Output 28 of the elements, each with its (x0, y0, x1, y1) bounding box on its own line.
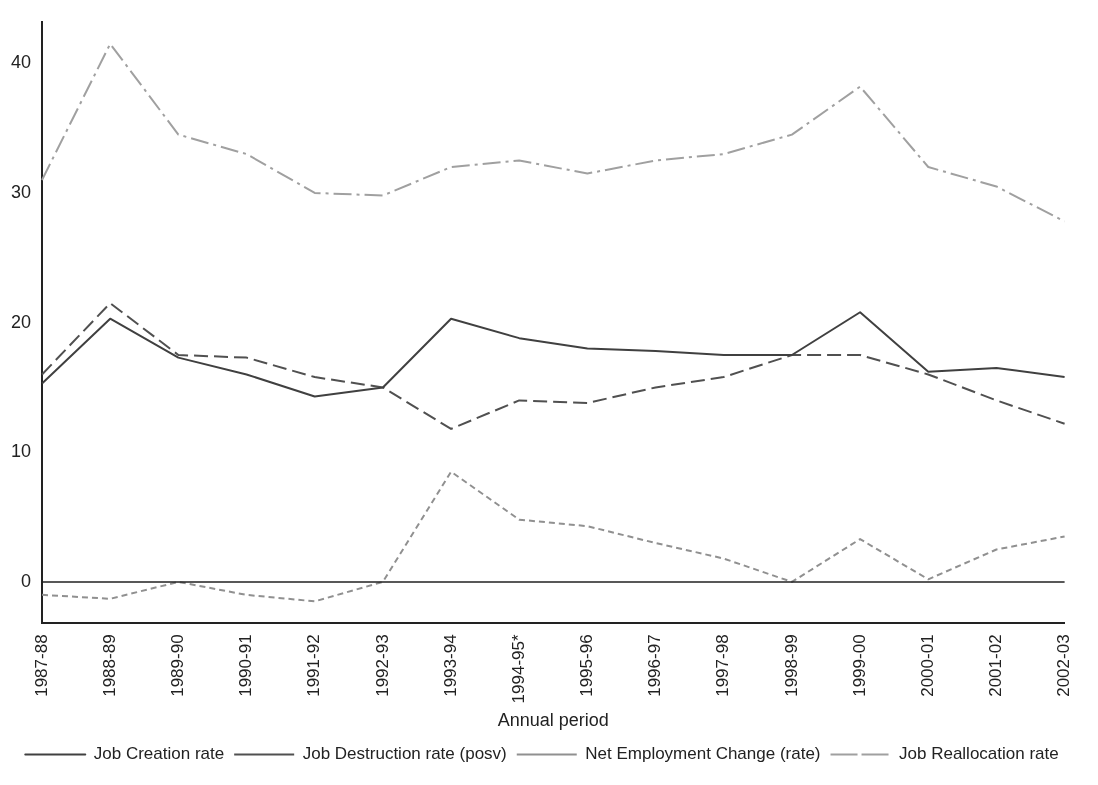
x-tick-label: 1999-00 (849, 634, 869, 697)
x-tick-label: 1989-90 (168, 634, 188, 697)
x-tick-label: 1987-88 (31, 634, 51, 697)
x-axis-title: Annual period (497, 710, 609, 731)
x-tick-label: 2000-01 (917, 634, 937, 697)
legend-label: Job Reallocation rate (899, 744, 1059, 764)
x-tick-label: 1995-96 (577, 634, 597, 697)
y-tick-label: 30 (10, 181, 32, 202)
x-tick-label: 2002-03 (1054, 634, 1074, 697)
x-tick-label: 2001-02 (986, 634, 1006, 697)
x-tick-label: 1996-97 (645, 634, 665, 697)
y-tick-label: 20 (10, 311, 32, 332)
legend-label: Net Employment Change (rate) (585, 744, 821, 764)
line-series (41, 470, 1066, 603)
x-tick-label: 1997-98 (713, 634, 733, 697)
line-series (41, 302, 1066, 430)
y-tick-label: 40 (10, 52, 32, 73)
legend-label: Job Destruction rate (posv) (302, 744, 507, 764)
x-tick-label: 1990-91 (236, 634, 256, 697)
x-tick-label: 1998-99 (781, 634, 801, 697)
y-tick-label: 10 (10, 441, 32, 462)
x-tick-label: 1992-93 (372, 634, 392, 697)
x-tick-label: 1991-92 (304, 634, 324, 697)
x-tick-label: 1988-89 (99, 634, 119, 697)
y-tick-label: 0 (21, 570, 32, 591)
x-tick-label: 1994-95* (508, 634, 528, 704)
legend-label: Job Creation rate (93, 744, 225, 764)
x-tick-label: 1993-94 (440, 634, 460, 697)
